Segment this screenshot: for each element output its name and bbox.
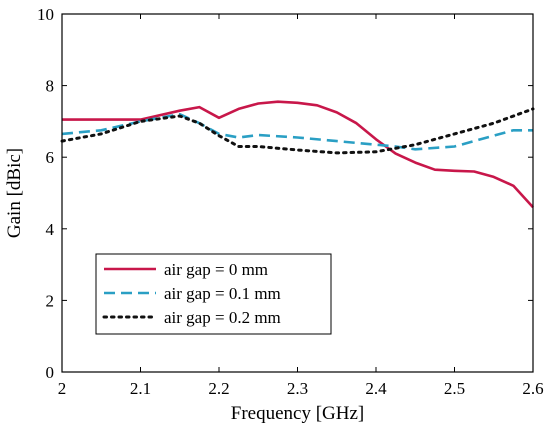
y-tick-label: 6 bbox=[46, 148, 55, 167]
series-line-1 bbox=[62, 100, 534, 209]
y-tick-label: 0 bbox=[46, 363, 55, 382]
x-tick-label: 2.2 bbox=[208, 379, 229, 398]
y-tick-label: 4 bbox=[46, 220, 55, 239]
x-tick-label: 2.1 bbox=[130, 379, 151, 398]
x-tick-label: 2.4 bbox=[365, 379, 387, 398]
y-tick-label: 10 bbox=[37, 5, 54, 24]
legend: air gap = 0 mm air gap = 0.1 mm air gap = … bbox=[95, 253, 332, 335]
x-tick-label: 2.3 bbox=[287, 379, 308, 398]
x-axis-label: Frequency [GHz] bbox=[231, 403, 364, 424]
y-axis-label: Gain [dBic] bbox=[4, 148, 25, 238]
y-tick-label: 8 bbox=[46, 77, 55, 96]
y-tick-label: 2 bbox=[46, 291, 55, 310]
x-tick-label: 2 bbox=[58, 379, 67, 398]
series-layer bbox=[60, 100, 535, 209]
legend-label-3: air gap = 0.2 mm bbox=[164, 308, 281, 327]
series-line-3 bbox=[60, 107, 535, 155]
x-tick-label: 2.6 bbox=[522, 379, 543, 398]
x-tick-label: 2.5 bbox=[444, 379, 465, 398]
legend-label-1: air gap = 0 mm bbox=[164, 260, 268, 279]
legend-box bbox=[95, 253, 332, 335]
axes-frame bbox=[61, 13, 534, 373]
legend-label-2: air gap = 0.1 mm bbox=[164, 284, 281, 303]
